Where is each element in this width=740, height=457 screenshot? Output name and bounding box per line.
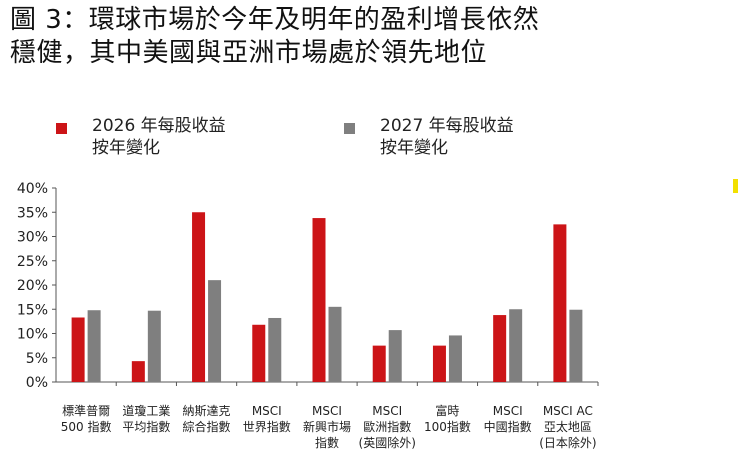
x-tick-label: MSCI 新興市場指數 bbox=[303, 404, 351, 450]
y-tick-label: 25% bbox=[17, 254, 48, 270]
y-tick-label: 30% bbox=[17, 230, 48, 246]
bar-2027 bbox=[147, 310, 161, 382]
x-tick-label-line: 富時 bbox=[435, 403, 459, 418]
x-tick-label-line: 中國指數 bbox=[484, 419, 532, 434]
x-tick-label-line: 世界指數 bbox=[243, 419, 291, 434]
bar-2026 bbox=[553, 224, 567, 382]
x-tick-label-line: 指數 bbox=[315, 435, 339, 450]
bar-2026 bbox=[131, 361, 145, 382]
x-tick-label-line: (英國除外) bbox=[359, 435, 416, 450]
legend-swatch-2026 bbox=[56, 123, 67, 134]
x-tick-label: 道瓊工業平均指數 bbox=[122, 403, 170, 434]
bar-2027 bbox=[87, 310, 101, 382]
bar-2026 bbox=[252, 324, 266, 382]
x-tick-label-line: MSCI bbox=[493, 404, 523, 418]
bar-2027 bbox=[208, 280, 222, 382]
chart-title-line-1: 圖 3：環球市場於今年及明年的盈利增長依然 bbox=[10, 5, 540, 35]
x-tick-label-line: MSCI AC bbox=[543, 404, 593, 418]
y-tick-label: 5% bbox=[26, 351, 48, 367]
legend-swatch-2027 bbox=[344, 123, 355, 134]
x-tick-label-line: (日本除外) bbox=[539, 435, 596, 450]
x-tick-label-line: 平均指數 bbox=[122, 419, 170, 434]
x-tick-label-line: 綜合指數 bbox=[183, 419, 231, 434]
x-tick-label-line: 納斯達克 bbox=[183, 404, 231, 418]
chart-title-line-2: 穩健，其中美國與亞洲市場處於領先地位 bbox=[10, 38, 488, 68]
bar-2026 bbox=[192, 212, 206, 382]
bar-2027 bbox=[328, 306, 342, 382]
y-tick-label: 10% bbox=[17, 327, 48, 343]
x-tick-label: MSCI 中國指數 bbox=[484, 404, 532, 434]
bar-2027 bbox=[569, 309, 583, 382]
bar-2027 bbox=[448, 335, 462, 382]
x-tick-label: 納斯達克綜合指數 bbox=[183, 404, 231, 434]
bar-2026 bbox=[312, 218, 326, 382]
x-tick-label: MSCI 歐洲指數(英國除外) bbox=[359, 404, 416, 450]
x-tick-label-line: 500 指數 bbox=[61, 419, 112, 434]
x-tick-label: 標準普爾 500 指數 bbox=[61, 403, 112, 434]
x-tick-label: 富時 100指數 bbox=[424, 403, 471, 434]
bar-2026 bbox=[71, 317, 85, 382]
legend-label-2026: 2026 年每股收益 按年變化 bbox=[92, 116, 226, 158]
bar-2026 bbox=[432, 345, 446, 382]
x-tick-label: MSCI 世界指數 bbox=[243, 404, 291, 434]
x-tick-label-line: 歐洲指數 bbox=[363, 419, 411, 434]
x-tick-label-line: 100指數 bbox=[424, 419, 471, 434]
bar-2027 bbox=[268, 317, 282, 382]
bar-2027 bbox=[388, 330, 402, 382]
y-tick-label: 15% bbox=[17, 302, 48, 318]
x-tick-label-line: 亞太地區 bbox=[544, 419, 592, 434]
y-tick-label: 40% bbox=[17, 181, 48, 197]
y-tick-label: 20% bbox=[17, 278, 48, 294]
bar-2026 bbox=[493, 315, 507, 382]
yellow-edge-marker bbox=[733, 179, 738, 193]
bar-2027 bbox=[509, 309, 523, 382]
x-tick-label-line: MSCI bbox=[312, 404, 342, 418]
chart-title: 圖 3：環球市場於今年及明年的盈利增長依然 穩健，其中美國與亞洲市場處於領先地位 bbox=[10, 4, 730, 70]
x-tick-label-line: MSCI bbox=[252, 404, 282, 418]
x-tick-label-line: 新興市場 bbox=[303, 419, 351, 434]
bar-2026 bbox=[372, 345, 386, 382]
x-tick-label: MSCI AC 亞太地區(日本除外) bbox=[539, 404, 596, 450]
legend-label-2027: 2027 年每股收益 按年變化 bbox=[380, 116, 514, 158]
x-tick-label-line: MSCI bbox=[372, 404, 402, 418]
y-tick-label: 0% bbox=[26, 375, 48, 391]
x-tick-label-line: 道瓊工業 bbox=[122, 403, 170, 418]
y-tick-label: 35% bbox=[17, 205, 48, 221]
x-tick-label-line: 標準普爾 bbox=[62, 403, 110, 418]
